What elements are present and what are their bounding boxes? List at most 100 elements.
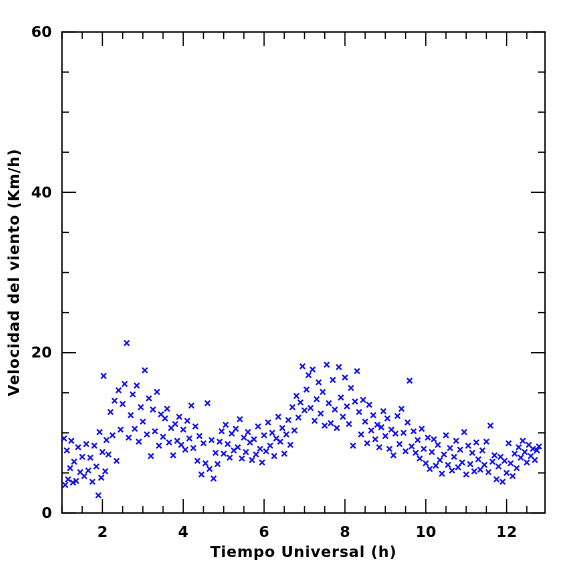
data-point — [523, 459, 530, 466]
data-point — [361, 418, 369, 425]
data-point — [129, 391, 136, 398]
data-point — [491, 452, 498, 459]
data-point — [93, 463, 100, 470]
data-point — [291, 427, 298, 434]
data-point — [109, 432, 116, 439]
data-point — [135, 438, 142, 445]
data-point — [232, 425, 239, 432]
data-point — [426, 465, 433, 473]
data-point — [70, 458, 78, 465]
data-point — [64, 476, 72, 483]
data-point — [293, 392, 300, 400]
data-point — [125, 434, 132, 441]
data-point — [111, 397, 118, 404]
data-point — [269, 429, 276, 436]
y-axis-title: Velocidad del viento (Km/h) — [5, 149, 23, 397]
data-point — [327, 420, 334, 427]
data-point — [473, 439, 480, 446]
data-point — [275, 413, 282, 420]
data-point — [113, 457, 120, 465]
data-point — [79, 453, 86, 461]
data-point — [176, 413, 183, 420]
data-point — [329, 376, 336, 384]
data-point — [161, 415, 169, 422]
data-point — [412, 449, 419, 457]
data-point — [370, 412, 377, 419]
data-point — [143, 431, 151, 438]
data-point — [319, 388, 326, 396]
x-tick-label: 10 — [415, 523, 436, 541]
x-tick-label: 2 — [97, 523, 107, 541]
data-point — [69, 479, 77, 486]
data-point — [507, 460, 514, 467]
data-point — [155, 442, 163, 449]
x-tick-label: 6 — [259, 523, 269, 541]
data-point — [402, 448, 409, 455]
data-point — [363, 440, 371, 447]
data-point — [477, 466, 484, 473]
data-point — [63, 447, 71, 454]
data-point — [422, 460, 429, 467]
data-point — [432, 462, 440, 469]
data-point — [99, 448, 106, 456]
data-point — [220, 450, 227, 457]
data-point — [309, 366, 316, 373]
data-point — [89, 478, 96, 485]
data-point — [424, 434, 431, 441]
data-point — [285, 416, 292, 424]
data-point — [200, 440, 207, 447]
data-point — [341, 374, 349, 381]
data-point — [206, 465, 213, 473]
data-point — [376, 444, 383, 451]
data-point — [131, 425, 138, 432]
data-point — [345, 420, 353, 428]
data-point — [301, 407, 308, 414]
data-point — [204, 400, 211, 407]
data-point — [98, 474, 105, 481]
data-point — [165, 439, 173, 446]
data-point — [87, 454, 94, 461]
data-point — [147, 452, 155, 460]
data-point — [343, 403, 351, 410]
data-point — [337, 394, 345, 401]
data-point — [172, 420, 179, 428]
data-point — [182, 446, 189, 453]
data-point — [303, 386, 310, 393]
data-point — [481, 461, 488, 469]
data-point — [452, 437, 460, 445]
data-point — [137, 404, 144, 411]
data-point — [83, 440, 90, 448]
data-point — [408, 443, 415, 450]
data-point — [475, 456, 482, 463]
data-point — [467, 460, 474, 468]
data-point — [123, 339, 130, 347]
data-point — [107, 408, 114, 416]
data-point — [198, 471, 205, 478]
data-point — [66, 464, 74, 472]
data-point — [236, 416, 244, 423]
data-point — [210, 475, 217, 482]
data-point — [214, 460, 221, 468]
data-point — [127, 412, 134, 419]
data-point — [440, 451, 448, 458]
x-tick-label: 4 — [178, 523, 188, 541]
data-point — [141, 367, 149, 374]
data-point — [180, 426, 187, 433]
data-point — [366, 401, 373, 408]
data-point — [159, 433, 167, 441]
data-points — [60, 339, 543, 499]
data-point — [531, 456, 539, 464]
data-point — [521, 448, 528, 456]
data-point — [390, 452, 397, 459]
y-tick-label: 60 — [31, 23, 52, 41]
data-point — [115, 387, 122, 394]
data-point — [335, 363, 343, 371]
data-point — [194, 457, 201, 465]
data-point — [248, 456, 256, 464]
data-point — [347, 384, 355, 392]
x-axis-title: Tiempo Universal (h) — [210, 543, 397, 561]
data-point — [380, 408, 387, 415]
data-point — [297, 399, 304, 406]
y-tick-label: 40 — [31, 183, 52, 201]
